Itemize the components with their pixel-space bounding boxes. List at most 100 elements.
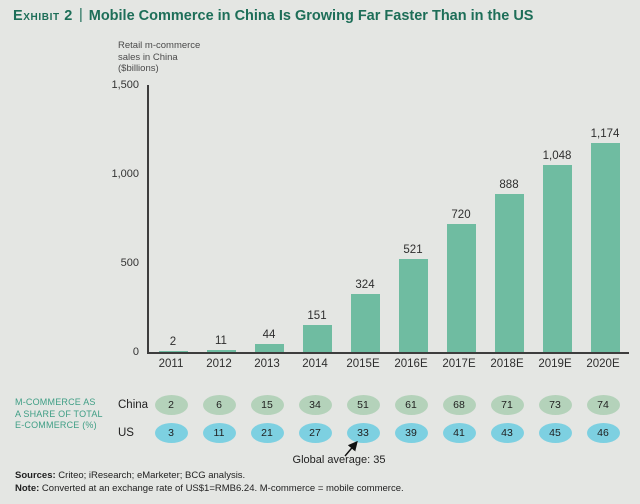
bar-value-label: 11 xyxy=(215,335,227,347)
sources-text: Criteo; iResearch; eMarketer; BCG analys… xyxy=(55,470,246,481)
y-axis-title: Retail m-commerce sales in China ($billi… xyxy=(118,40,200,75)
x-tick-label: 2011 xyxy=(158,358,184,370)
china-share-oval: 34 xyxy=(298,395,332,415)
y-axis-title-line: Retail m-commerce xyxy=(118,40,201,51)
share-cell: 51 xyxy=(339,395,387,415)
x-tick-label: 2012 xyxy=(206,358,232,370)
x-tick-label: 2018E xyxy=(490,358,524,370)
y-axis-title-line: sales in China xyxy=(118,51,178,63)
bar-column: 44 xyxy=(245,329,293,352)
share-cell: 71 xyxy=(483,395,531,415)
x-tick-label: 2019E xyxy=(538,358,572,370)
us-share-oval: 39 xyxy=(394,423,428,443)
china-share-oval: 68 xyxy=(442,395,476,415)
bar-column: 521 xyxy=(389,244,437,352)
bar xyxy=(350,294,380,352)
china-share-oval: 15 xyxy=(250,395,284,415)
share-cell: 46 xyxy=(579,423,627,443)
bar xyxy=(398,259,428,352)
y-tick-label: 0 xyxy=(132,346,139,358)
share-cell: 45 xyxy=(531,423,579,443)
bar xyxy=(494,194,524,352)
china-share-row: 2 6 15 34 51 61 68 71 73 74 xyxy=(147,395,627,415)
bar-column: 2 xyxy=(149,336,197,352)
bar xyxy=(446,224,476,352)
bar xyxy=(206,350,236,352)
y-axis-labels: 0 500 1,000 1,500 xyxy=(0,79,139,358)
share-cell: 41 xyxy=(435,423,483,443)
share-cell: 6 xyxy=(195,395,243,415)
x-axis-labels: 2011 2012 2013 2014 2015E 2016E 2017E 2018E 2019… xyxy=(147,358,627,370)
title-text: Mobile Commerce in China Is Growing Far … xyxy=(88,8,534,24)
share-table-label: M-COMMERCE AS A SHARE OF TOTAL E-COMMERC… xyxy=(15,397,103,432)
x-tick-label: 2014 xyxy=(302,358,328,370)
china-share-oval: 74 xyxy=(586,395,620,415)
bar-value-label: 324 xyxy=(355,279,375,291)
share-table-label-line: E-COMMERCE (%) xyxy=(15,420,97,430)
bar-value-label: 151 xyxy=(307,310,327,322)
bar-value-label: 888 xyxy=(499,179,519,191)
share-cell: 11 xyxy=(195,423,243,443)
us-share-oval: 45 xyxy=(538,423,572,443)
china-share-oval: 73 xyxy=(538,395,572,415)
share-cell: 2 xyxy=(147,395,195,415)
title-separator: | xyxy=(78,7,83,23)
share-cell: 21 xyxy=(243,423,291,443)
share-cell: 73 xyxy=(531,395,579,415)
share-cell: 33 xyxy=(339,423,387,443)
share-cell: 43 xyxy=(483,423,531,443)
row-name-china: China xyxy=(118,399,149,411)
sources-label: Sources: xyxy=(15,470,56,481)
us-share-oval: 3 xyxy=(154,423,188,443)
bar-column: 11 xyxy=(197,335,245,352)
footer-notes: Sources: Criteo; iResearch; eMarketer; B… xyxy=(15,469,404,495)
china-share-oval: 2 xyxy=(154,395,188,415)
bar-value-label: 521 xyxy=(403,244,423,256)
note-label: Note: xyxy=(15,483,40,494)
bar-value-label: 44 xyxy=(262,329,276,341)
x-tick-label: 2016E xyxy=(394,358,428,370)
bar xyxy=(158,351,188,352)
share-cell: 27 xyxy=(291,423,339,443)
share-cell: 61 xyxy=(387,395,435,415)
annotation-arrow-icon xyxy=(344,440,358,457)
global-average-annotation: Global average: 35 xyxy=(292,454,386,466)
us-share-oval: 21 xyxy=(250,423,284,443)
note-line: Note: Converted at an exchange rate of U… xyxy=(15,482,404,495)
bar-column: 888 xyxy=(485,179,533,352)
bar xyxy=(590,143,620,352)
y-tick-label: 1,000 xyxy=(111,168,139,180)
us-share-oval: 41 xyxy=(442,423,476,443)
share-cell: 15 xyxy=(243,395,291,415)
bar-column: 720 xyxy=(437,209,485,352)
row-name-us: US xyxy=(118,427,134,439)
bar-value-label: 1,174 xyxy=(590,128,620,140)
bar-column: 1,174 xyxy=(581,128,629,352)
y-axis-title-line: ($billions) xyxy=(118,63,159,74)
us-share-oval: 27 xyxy=(298,423,332,443)
y-tick-label: 500 xyxy=(120,257,139,269)
note-text: Converted at an exchange rate of US$1=RM… xyxy=(39,483,404,494)
exhibit-title: Exhibit 2 | Mobile Commerce in China Is Gr… xyxy=(13,7,534,24)
bar-column: 1,048 xyxy=(533,150,581,352)
bar xyxy=(302,325,332,352)
x-tick-label: 2013 xyxy=(254,358,280,370)
bar xyxy=(542,165,572,352)
bar-value-label: 1,048 xyxy=(542,150,572,162)
bar-column: 151 xyxy=(293,310,341,352)
china-share-oval: 71 xyxy=(490,395,524,415)
plot-area: 2 11 44 151 324 521 720 888 1,048 1,174 xyxy=(147,85,629,354)
y-tick-label: 1,500 xyxy=(111,79,139,91)
bar-value-label: 720 xyxy=(451,209,471,221)
share-table-label-line: M-COMMERCE AS xyxy=(15,397,96,407)
us-share-oval: 46 xyxy=(586,423,620,443)
x-tick-label: 2017E xyxy=(442,358,476,370)
us-share-oval: 43 xyxy=(490,423,524,443)
bar-value-label: 2 xyxy=(169,336,177,348)
exhibit-number: Exhibit 2 xyxy=(13,8,73,24)
share-cell: 3 xyxy=(147,423,195,443)
us-share-oval: 11 xyxy=(202,423,236,443)
share-cell: 39 xyxy=(387,423,435,443)
china-share-oval: 61 xyxy=(394,395,428,415)
